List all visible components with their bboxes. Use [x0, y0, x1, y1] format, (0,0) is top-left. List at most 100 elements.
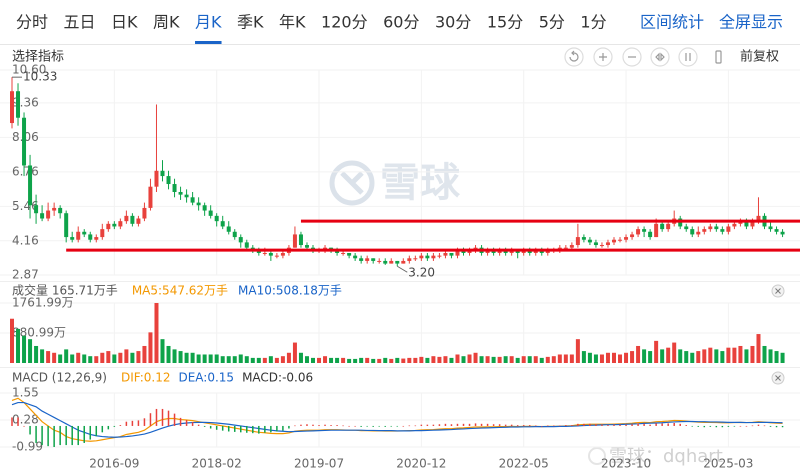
macd-bar: [601, 424, 603, 426]
tab[interactable]: 月K: [195, 13, 222, 32]
candle-body: [696, 231, 701, 235]
candle-body: [383, 260, 388, 264]
macd-bar: [685, 425, 687, 426]
adjust-select[interactable]: 前复权: [740, 49, 779, 65]
volume-bar: [94, 356, 99, 363]
range-button[interactable]: [678, 47, 698, 67]
volume-bar: [286, 352, 291, 363]
candle-body: [599, 245, 604, 247]
tab[interactable]: 周K: [153, 13, 180, 32]
y-tick-label: 4.16: [12, 233, 39, 247]
volume-bar: [341, 357, 346, 363]
macd-bar: [149, 413, 152, 426]
macd-bar: [119, 425, 122, 426]
candle-body: [702, 229, 707, 232]
tab[interactable]: 年K: [279, 13, 306, 32]
tab[interactable]: 120分: [321, 13, 368, 32]
y-tick-label: 6.76: [12, 164, 39, 178]
tab[interactable]: 5分: [539, 13, 565, 32]
macd-bar: [173, 413, 176, 426]
y-tick-label: 9.36: [12, 95, 39, 109]
candle-body: [395, 260, 400, 264]
macd-bar: [161, 408, 164, 426]
pan-button[interactable]: [650, 47, 670, 67]
candle-body: [569, 245, 574, 248]
macd-bar: [486, 423, 489, 426]
candle-body: [359, 258, 364, 261]
candle-body: [533, 250, 538, 253]
macd-bar: [324, 424, 326, 426]
candle-body: [22, 117, 27, 166]
candle-body: [142, 207, 147, 219]
candle-body: [106, 223, 111, 230]
indicator-select[interactable]: 选择指标: [12, 50, 64, 65]
volume-bar: [642, 349, 647, 363]
volume-bar: [154, 303, 159, 363]
macd-bar: [300, 424, 302, 426]
macd-bar: [474, 423, 477, 426]
candle-body: [401, 260, 406, 264]
tab[interactable]: 五日: [64, 13, 96, 32]
volume-bar: [479, 356, 484, 363]
annotation-leader: [397, 265, 408, 273]
candle-body: [172, 184, 177, 192]
volume-bar: [732, 347, 737, 363]
candle-body: [232, 231, 237, 238]
candle-body: [10, 91, 14, 124]
candle-body: [16, 91, 21, 118]
y-tick-label: 880.99万: [12, 326, 66, 340]
volume-bar: [220, 356, 225, 363]
candle-body: [666, 223, 671, 230]
undo-button[interactable]: [564, 47, 584, 67]
volume-bar: [118, 352, 123, 363]
macd-bar: [35, 425, 37, 443]
tab[interactable]: 季K: [237, 13, 264, 32]
candle-body: [636, 229, 641, 235]
candle-body: [587, 239, 592, 243]
macd-bar: [553, 425, 555, 427]
panel-title: MACD (12,26,9): [12, 371, 107, 385]
volume-bar: [166, 345, 171, 363]
macd-bar: [637, 423, 639, 426]
x-tick-label: 2023-10: [601, 457, 651, 471]
volume-bar: [419, 356, 424, 363]
tab[interactable]: 15分: [487, 13, 523, 32]
tab[interactable]: 30分: [435, 13, 471, 32]
volume-bar: [491, 356, 496, 363]
volume-bar: [52, 352, 57, 363]
zoom-out-button[interactable]: [622, 47, 642, 67]
macd-bar: [432, 424, 435, 426]
macd-bar: [763, 425, 766, 427]
candle-body: [365, 258, 370, 261]
macd-bar: [227, 425, 230, 432]
macd-bar: [631, 424, 633, 426]
tab[interactable]: 日K: [111, 13, 138, 32]
candle-body: [274, 255, 279, 257]
tab[interactable]: 分时: [16, 13, 48, 32]
volume-bar: [389, 358, 394, 363]
tab[interactable]: 1分: [580, 13, 606, 32]
close-volume[interactable]: [771, 284, 785, 298]
macd-bar: [215, 425, 218, 430]
close-macd[interactable]: [771, 371, 785, 385]
volume-bar: [311, 357, 315, 363]
tab[interactable]: 60分: [383, 13, 419, 32]
volume-bar: [654, 340, 659, 363]
macd-bar: [288, 425, 290, 429]
volume-bar: [100, 352, 105, 363]
candle-body: [660, 223, 665, 230]
macd-bar: [41, 425, 43, 446]
volume-bar: [467, 354, 472, 363]
macd-bar: [71, 425, 73, 446]
toolbar-icons: [564, 47, 722, 67]
volume-bar: [618, 354, 623, 363]
macd-bar: [185, 420, 188, 426]
tab-action[interactable]: 区间统计: [640, 13, 704, 32]
volume-bar: [575, 339, 580, 363]
watermark-credit: 雪球：dqhart: [609, 446, 723, 467]
candle-body: [419, 255, 424, 259]
macd-bar: [504, 424, 507, 426]
zoom-in-button[interactable]: [593, 47, 613, 67]
tab-action[interactable]: 全屏显示: [719, 13, 783, 32]
candle-body: [461, 250, 466, 253]
